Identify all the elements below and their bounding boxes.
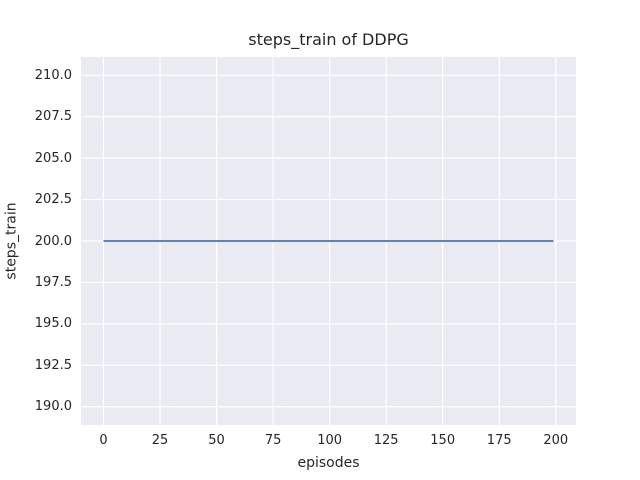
- y-tick-label: 200.0: [34, 233, 72, 249]
- line-plot-svg: [81, 57, 576, 425]
- plot-area: [81, 57, 576, 425]
- x-tick-label: 100: [317, 433, 343, 448]
- y-tick-label: 195.0: [34, 316, 72, 332]
- chart-title: steps_train of DDPG: [248, 30, 409, 49]
- y-tick-label: 205.0: [34, 150, 72, 166]
- y-tick-label: 210.0: [34, 67, 72, 83]
- y-tick-label: 190.0: [34, 399, 72, 415]
- y-tick-label: 197.5: [34, 274, 72, 290]
- x-tick-label: 50: [208, 433, 225, 448]
- x-axis-label: episodes: [297, 455, 360, 471]
- x-tick-label: 75: [264, 433, 282, 448]
- y-tick-label: 192.5: [34, 357, 72, 373]
- x-tick-label: 175: [486, 433, 512, 448]
- x-tick-label: 25: [151, 433, 169, 448]
- x-tick-label: 150: [430, 433, 456, 448]
- y-tick-label: 202.5: [34, 192, 72, 208]
- y-tick-label: 207.5: [34, 109, 72, 125]
- x-tick-label: 125: [373, 433, 399, 448]
- x-tick-label: 200: [543, 433, 569, 448]
- x-tick-label: 0: [99, 433, 108, 448]
